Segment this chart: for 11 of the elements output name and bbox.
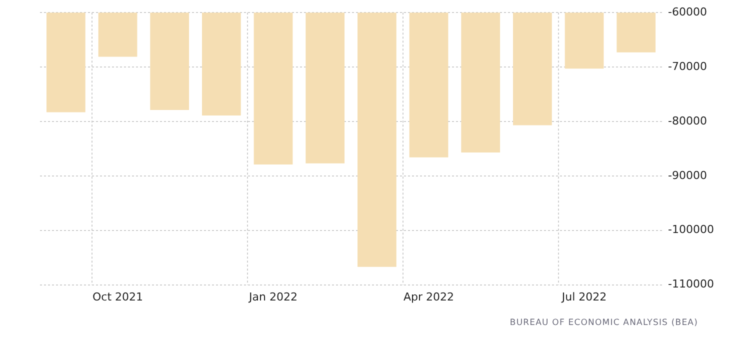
x-tick-label: Apr 2022	[404, 290, 454, 304]
x-tick-label: Jul 2022	[560, 290, 607, 304]
y-tick-label: -80000	[668, 114, 708, 128]
y-tick-label: -100000	[668, 223, 714, 236]
text: BUREAU OF ECONOMIC ANALYSIS (BEA)	[510, 318, 698, 328]
y-tick-label: -60000	[668, 5, 708, 18]
y-tick-label: -90000	[668, 168, 708, 182]
y-tick-label: -70000	[668, 60, 708, 73]
x-tick-label: Oct 2021	[92, 290, 144, 304]
x-tick-label: Jan 2022	[248, 290, 298, 304]
y-tick-label: -110000	[668, 278, 714, 291]
